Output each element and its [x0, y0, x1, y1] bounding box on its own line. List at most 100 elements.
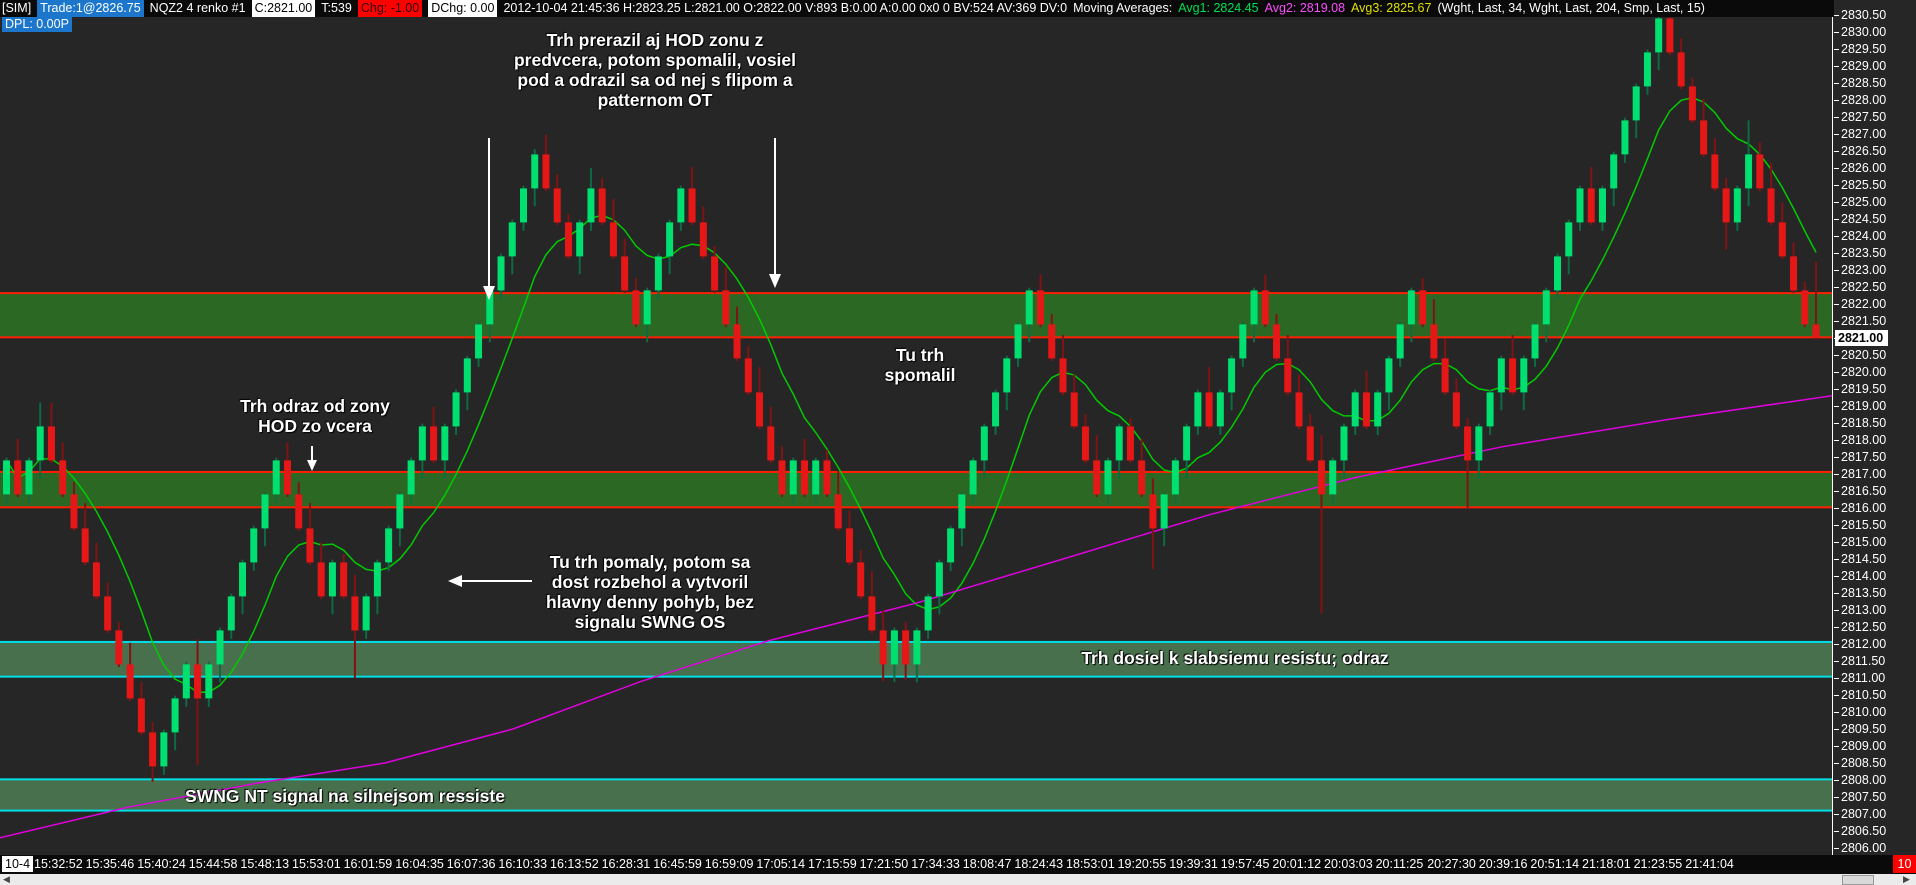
renko-bar [1655, 18, 1663, 53]
scroll-left-icon[interactable]: ◀ [3, 874, 10, 884]
renko-bar [463, 358, 471, 393]
renko-bar [823, 460, 831, 495]
renko-bar [1205, 392, 1213, 427]
price-tick-label: 2806.00 [1834, 841, 1886, 855]
renko-bar [1520, 358, 1528, 393]
renko-bar [1149, 494, 1157, 529]
price-tick-label: 2822.00 [1834, 297, 1886, 311]
renko-bar [92, 562, 100, 597]
status-field: C:2821.00 [251, 0, 316, 17]
renko-bar [520, 188, 528, 223]
zone-border [0, 292, 1832, 295]
renko-bar [711, 256, 719, 291]
renko-bar [845, 528, 853, 563]
price-tick-label: 2822.50 [1834, 280, 1886, 294]
renko-bar [59, 460, 67, 495]
price-tick-label: 2826.50 [1834, 144, 1886, 158]
time-tick-label: 17:15:59 [808, 857, 857, 871]
price-tick-label: 2820.50 [1834, 348, 1886, 362]
status-field: Avg2: 2819.08 [1264, 1, 1346, 15]
renko-bar [1509, 358, 1517, 393]
price-tick-label: 2821.50 [1834, 314, 1886, 328]
renko-bar [677, 188, 685, 223]
time-tick-label: 18:24:43 [1014, 857, 1064, 871]
price-tick-label: 2826.00 [1834, 161, 1886, 175]
renko-chart-canvas[interactable] [0, 0, 1832, 855]
price-tick-label: 2823.50 [1834, 246, 1886, 260]
time-axis[interactable]: 10-4 10 15:32:52 15:35:46 15:40:24 15:44:58… [0, 855, 1916, 874]
time-tick-label: 21:23:55 [1633, 857, 1683, 871]
status-field: Chg: -1.00 [357, 0, 423, 17]
price-axis[interactable]: 2821.00 2830.50 2830.00 2829.50 2829.00 2828… [1832, 0, 1916, 874]
renko-bar [1565, 222, 1573, 257]
renko-bar [632, 290, 640, 325]
renko-bar [160, 732, 168, 767]
time-tick-label: 16:13:52 [550, 857, 599, 871]
renko-bar [789, 460, 797, 495]
last-price-tag: 2821.00 [1835, 330, 1889, 346]
renko-bar [654, 256, 662, 291]
renko-bar [1183, 426, 1191, 461]
price-tick-label: 2825.00 [1834, 195, 1886, 209]
renko-bar [1700, 120, 1708, 155]
annotation-slowdown: Tu trh spomalil [884, 345, 956, 386]
renko-bar [250, 528, 258, 563]
price-tick-label: 2812.00 [1834, 637, 1886, 651]
status-field: 2012-10-04 21:45:36 H:2823.25 L:2821.00 … [503, 1, 1068, 15]
renko-bar [1554, 256, 1562, 291]
renko-bar [699, 222, 707, 257]
scrollbar-thumb[interactable] [1842, 875, 1874, 885]
renko-bar [508, 222, 516, 257]
renko-bar [317, 562, 325, 597]
renko-bar [688, 188, 696, 223]
status-field: Trade:1@2826.75 [37, 0, 144, 17]
renko-bar [205, 664, 213, 699]
renko-bar [1228, 358, 1236, 393]
renko-bar [1497, 358, 1505, 393]
price-tick-label: 2808.00 [1834, 773, 1886, 787]
price-tick-label: 2828.50 [1834, 76, 1886, 90]
renko-bar [744, 358, 752, 393]
renko-bar [194, 664, 202, 699]
price-tick-label: 2809.00 [1834, 739, 1886, 753]
renko-bar [1115, 426, 1123, 461]
renko-bar [1486, 392, 1494, 427]
chart-number-badge: 10 [1893, 855, 1916, 873]
price-tick-label: 2828.00 [1834, 93, 1886, 107]
price-tick-label: 2813.50 [1834, 586, 1886, 600]
time-tick-label: 15:44:58 [188, 857, 238, 871]
renko-bar [890, 630, 898, 665]
renko-bar [1104, 460, 1112, 495]
price-tick-label: 2810.50 [1834, 688, 1886, 702]
renko-bar [283, 460, 291, 495]
renko-bar [767, 426, 775, 461]
renko-bar [396, 494, 404, 529]
price-tick-label: 2811.50 [1834, 654, 1885, 668]
renko-bar [1037, 290, 1045, 325]
price-tick-label: 2827.00 [1834, 127, 1886, 141]
renko-bar [598, 188, 606, 223]
time-tick-label: 15:48:13 [240, 857, 290, 871]
status-field: T:539 [321, 1, 352, 15]
renko-bar [1396, 324, 1404, 359]
price-tick-label: 2830.50 [1834, 8, 1886, 22]
renko-bar [1138, 460, 1146, 495]
status-field: Avg1: 2824.45 [1178, 1, 1259, 15]
renko-bar [1160, 494, 1168, 529]
price-tick-label: 2815.00 [1834, 535, 1886, 549]
renko-bar [857, 562, 865, 597]
renko-bar [1711, 154, 1719, 189]
scroll-right-icon[interactable]: ▶ [1903, 874, 1910, 884]
date-label: 10-4 [2, 856, 34, 872]
price-tick-label: 2818.50 [1834, 416, 1886, 430]
time-tick-label: 19:20:55 [1117, 857, 1167, 871]
renko-bar [239, 562, 247, 597]
renko-bar [1374, 392, 1382, 427]
renko-bar [553, 188, 561, 223]
zone-border [0, 809, 1832, 812]
zone-border [0, 778, 1832, 781]
renko-bar [913, 630, 921, 665]
horizontal-scrollbar[interactable]: ◀ ▶ [0, 874, 1916, 885]
renko-bar [1688, 86, 1696, 121]
renko-bar [486, 290, 494, 325]
